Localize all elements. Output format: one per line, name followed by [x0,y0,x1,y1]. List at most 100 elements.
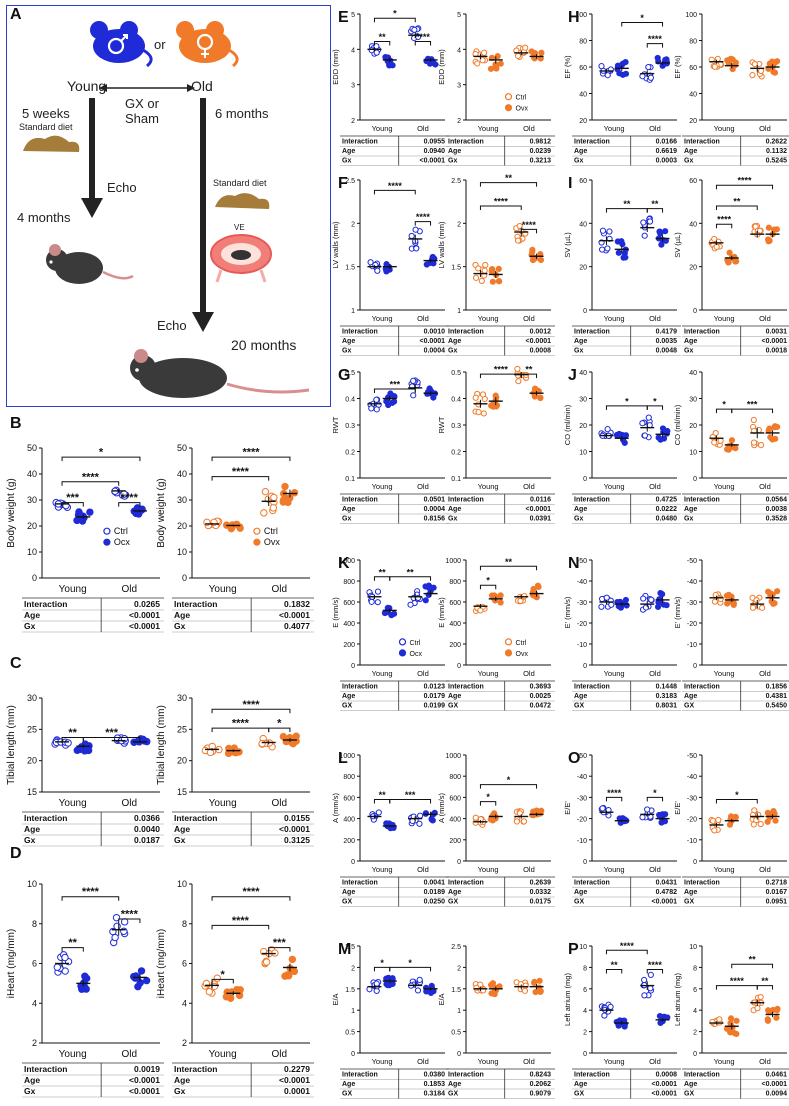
data-point [374,267,381,274]
stats-row-value: 0.0019 [134,1064,160,1074]
stats-row-value: 0.1853 [424,1081,446,1088]
data-point [646,218,654,225]
stats-row-value: 0.0187 [134,835,160,845]
x-tick-label: Young [372,865,393,874]
stats-row-value: 0.0008 [656,1072,678,1079]
significance-label: ** [379,567,387,577]
data-point [715,816,722,824]
legend-ctrl-marker [504,638,513,646]
stats-row-value: <0.0001 [129,621,160,631]
data-point [412,226,419,233]
data-point [732,813,739,820]
twenty-months-label: 20 months [231,337,297,353]
significance-label: * [393,9,397,19]
stats-row-value: 0.8031 [656,703,678,710]
y-tick-label: 10 [27,879,37,889]
data-point [604,72,611,79]
stats-row-value: 0.0010 [424,329,446,336]
stats-row-value: 0.0199 [424,703,446,710]
data-point [425,584,432,591]
data-point [491,986,499,993]
data-point [662,228,669,235]
x-tick-label: Young [478,482,499,491]
stats-row-value: 0.3213 [530,158,552,165]
standard-diet-right-label: Standard diet [213,178,267,188]
data-point [520,818,528,825]
y-tick-label: 60 [689,65,697,72]
echo-left-label: Echo [107,180,137,195]
y-tick-label: 1 [351,308,355,315]
y-axis-label: EF (%) [673,55,682,79]
data-point [716,1016,723,1023]
significance-bracket [479,182,538,187]
data-point [432,61,439,68]
data-point [374,599,381,606]
data-point [368,598,375,605]
x-tick-label: Old [122,1049,138,1060]
legend-ctrl-marker [398,638,407,646]
stats-row-label: Gx [684,516,693,523]
significance-label: * [277,718,282,730]
stats-row-label: GX [448,1091,458,1098]
data-point [750,821,757,828]
y-tick-label: -30 [577,795,587,802]
stats-row-value: 0.0008 [530,348,552,355]
stats-row-value: 0.0012 [530,329,552,336]
stats-row-label: Interaction [574,497,610,504]
data-point [770,600,777,607]
significance-bracket [646,796,664,802]
legend-ctrl-label: Ctrl [516,95,527,102]
stats-row-label: Interaction [448,497,484,504]
data-point [604,245,611,252]
y-tick-label: 200 [343,838,355,845]
data-point [537,256,545,264]
data-point [654,603,662,610]
y-tick-label: 40 [27,469,37,479]
significance-label: **** [648,34,663,44]
stats-row-label: Gx [24,621,36,631]
data-point [603,594,610,601]
significance-bracket [211,896,291,901]
stats-row-label: GX [342,1091,352,1098]
stats-row-label: Gx [448,516,457,523]
y-tick-label: 400 [449,817,461,824]
stats-row-label: Age [684,693,697,700]
data-point [644,806,651,813]
x-tick-label: Young [604,124,625,133]
stats-row-value: 0.3184 [424,1091,446,1098]
data-point [764,1016,771,1023]
significance-label: **** [730,976,745,986]
significance-label: ** [749,955,757,965]
data-point [137,967,146,975]
stats-row-value: 0.0189 [424,889,446,896]
y-axis-label: CO (ml/min) [563,404,572,445]
significance-bracket [715,223,733,229]
data-point [489,267,496,274]
stats-row-label: Interaction [574,329,610,336]
stats-row-label: Gx [684,158,693,165]
data-point [770,807,777,815]
significance-label: * [380,958,384,968]
y-tick-label: 0 [693,859,697,866]
significance-bracket [715,408,733,414]
stats-row-value: <0.0001 [129,610,160,620]
y-axis-label: A (mm/s) [437,793,446,823]
data-point [477,607,484,614]
significance-bracket [389,799,432,804]
x-tick-label: Old [523,314,535,323]
y-axis-label: E (mm/s) [437,597,446,628]
data-point [723,592,730,599]
data-point [497,592,504,599]
data-point [772,435,779,442]
stats-row-value: 0.0116 [530,497,551,504]
y-tick-label: 1.5 [451,265,461,272]
data-point [769,58,776,65]
y-tick-label: 0 [182,573,187,583]
significance-bracket [61,502,84,507]
y-tick-label: -30 [687,795,697,802]
y-tick-label: 0 [32,573,37,583]
data-point [534,582,542,589]
x-tick-label: Old [417,124,429,133]
stats-row-value: <0.0001 [652,899,678,906]
